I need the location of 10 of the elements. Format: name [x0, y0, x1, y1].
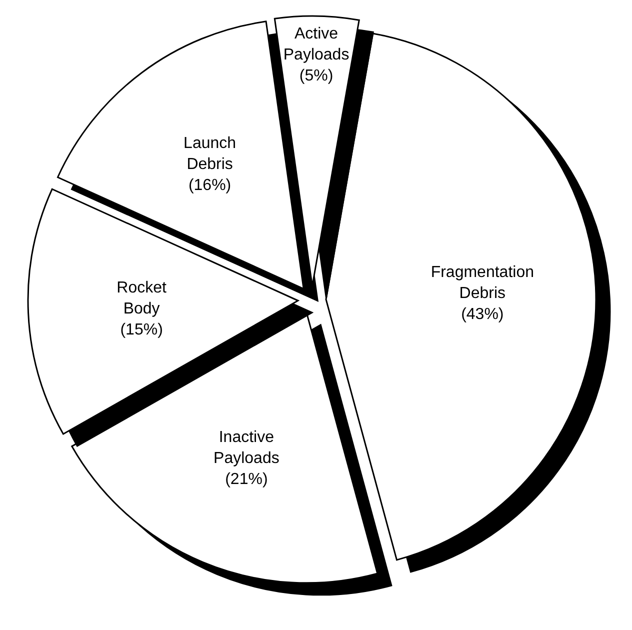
data-label: (5%): [299, 67, 334, 84]
slice-label: Rocket Body: [116, 279, 168, 318]
slice-label: Active Payloads: [283, 25, 350, 64]
slice-label: Launch Debris: [184, 134, 236, 173]
data-label: (15%): [120, 321, 163, 338]
data-label: (43%): [461, 306, 504, 323]
data-label: (21%): [225, 471, 268, 488]
data-label: (16%): [188, 176, 232, 194]
slice-label: Fragmentation Debris: [430, 264, 534, 302]
slice-label: Inactive Payloads: [214, 429, 280, 468]
